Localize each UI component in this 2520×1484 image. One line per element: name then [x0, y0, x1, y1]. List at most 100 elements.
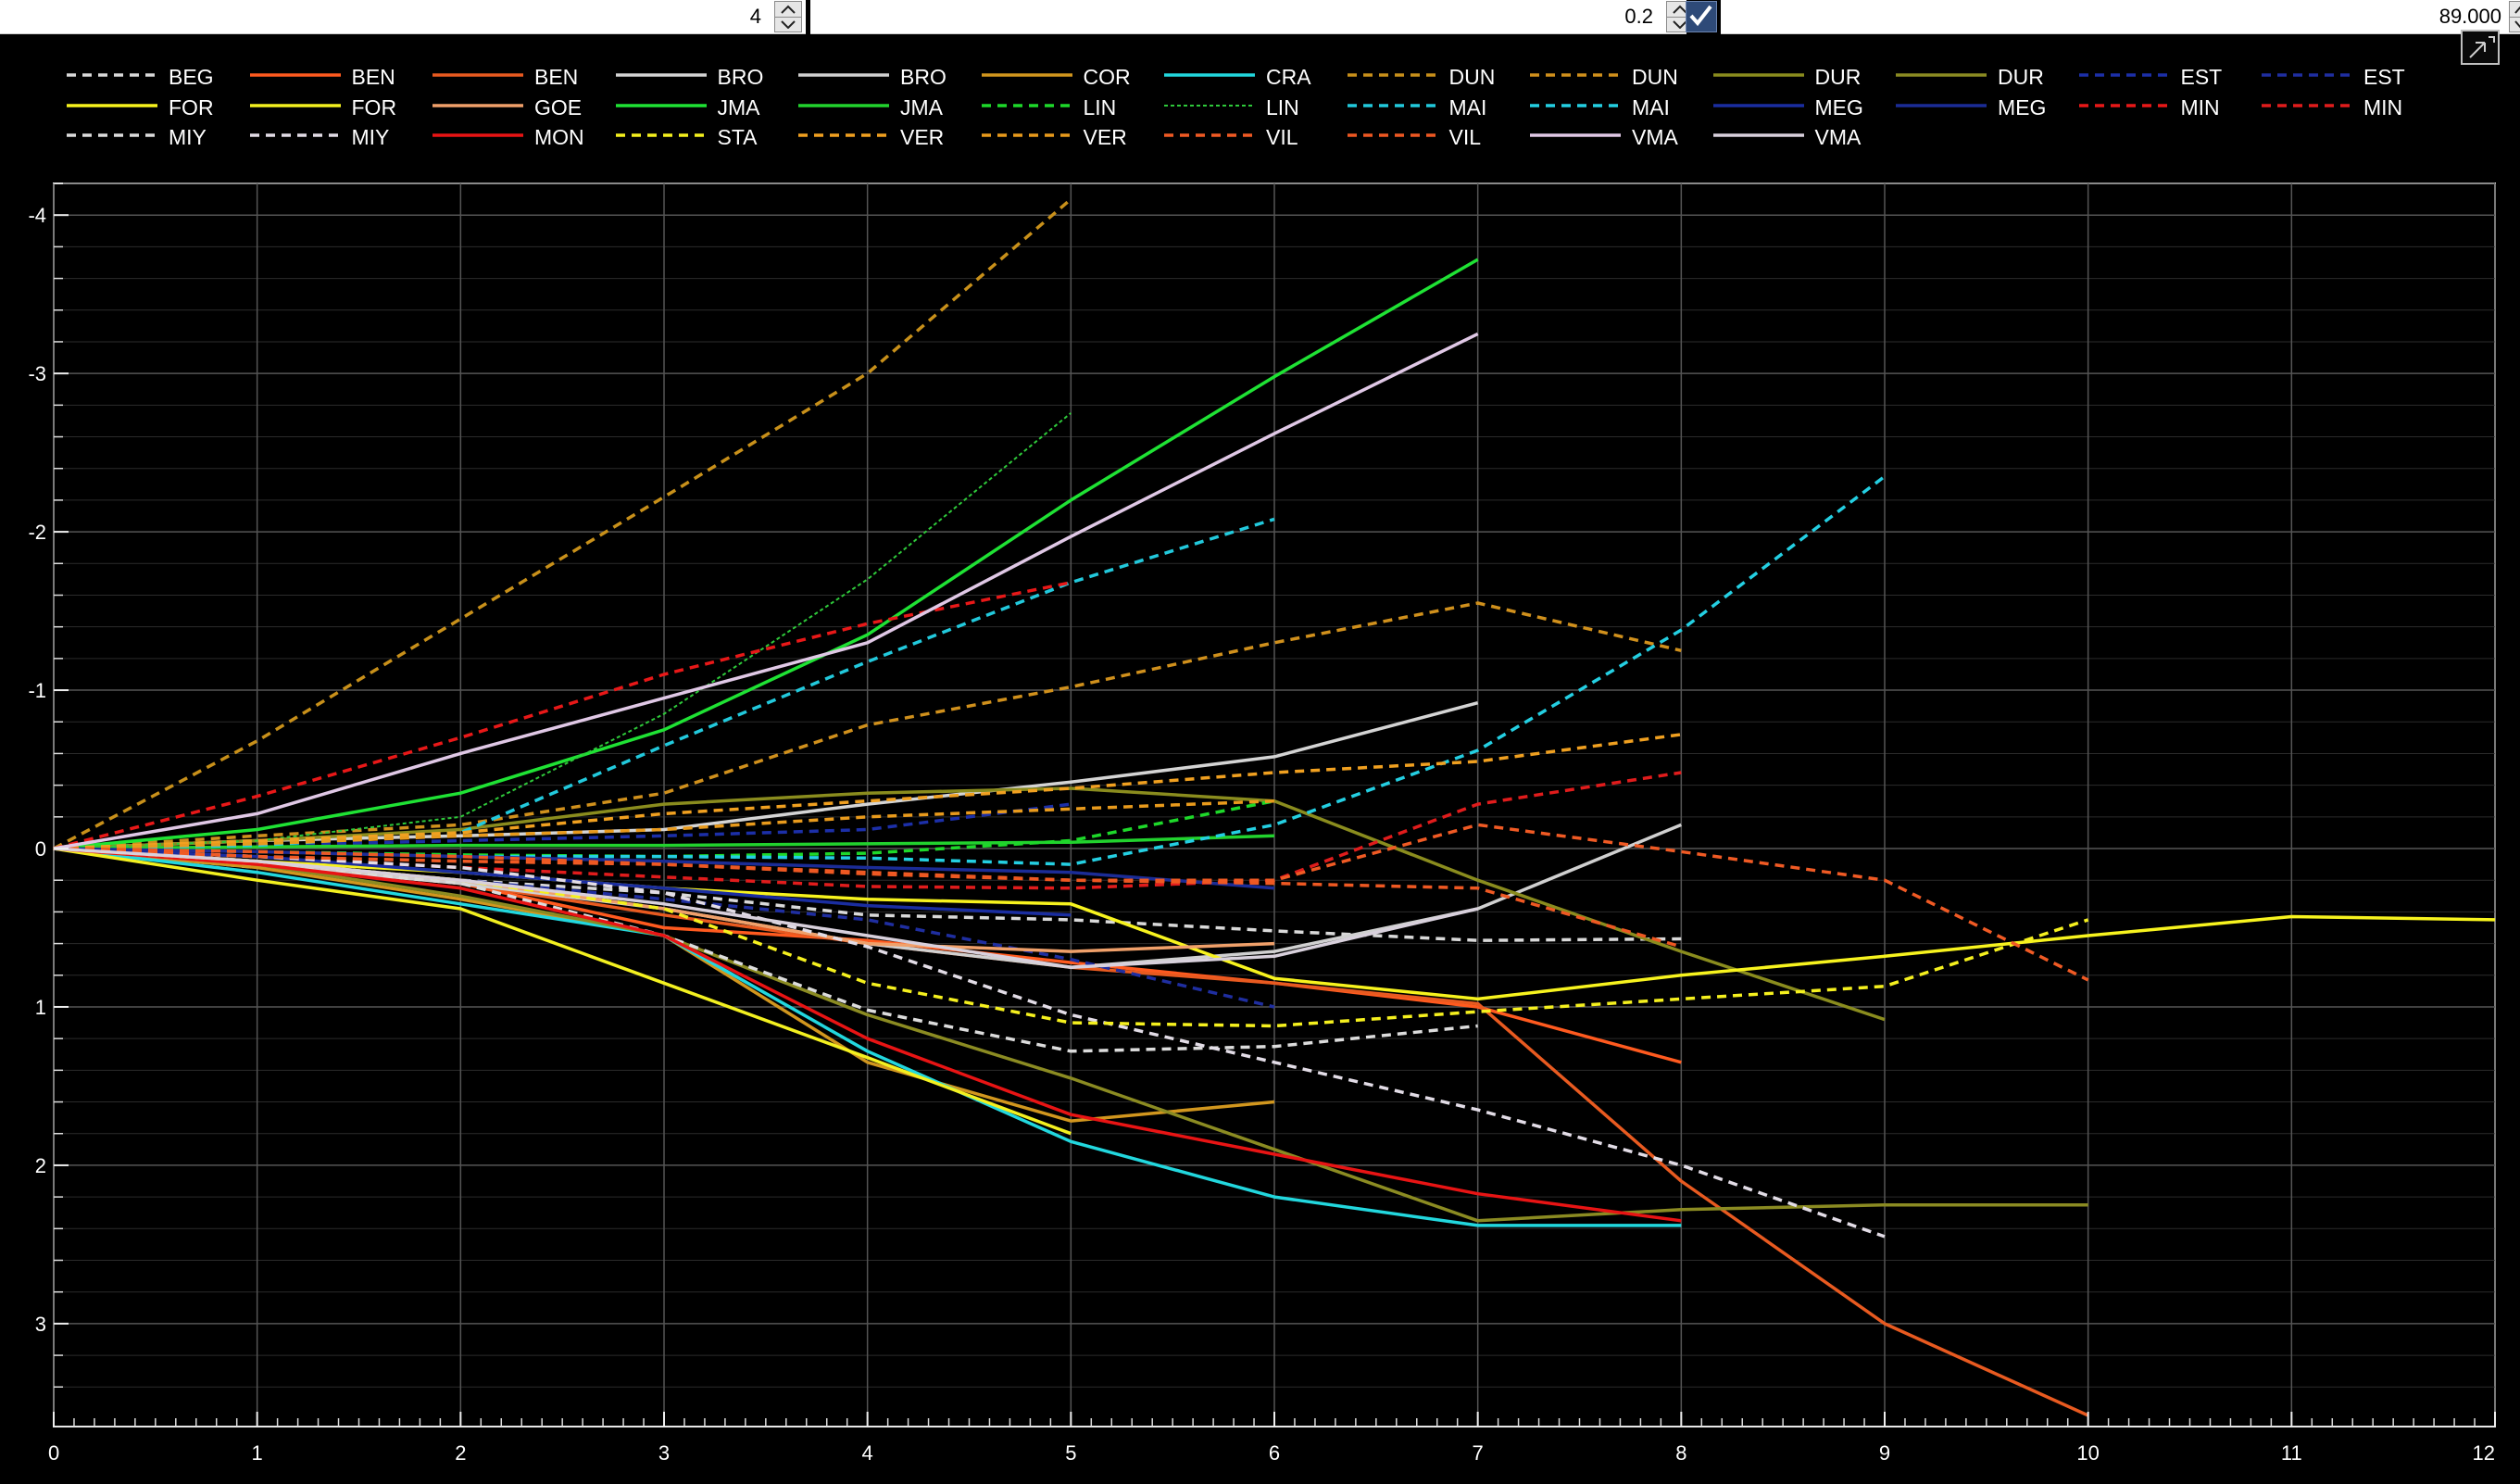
x-tick-label: 12: [2473, 1441, 2495, 1465]
legend-label: VER: [1083, 125, 1127, 149]
legend-item-ver: VER: [981, 121, 1165, 149]
spin-down-button[interactable]: [1667, 17, 1693, 31]
series-line-sta: [53, 847, 2089, 1028]
legend-item-meg: MEG: [1896, 92, 2079, 119]
legend-swatch: [1896, 103, 1987, 107]
spin-up-button[interactable]: [1667, 2, 1693, 18]
legend-label: DUN: [1632, 65, 1678, 89]
legend-swatch: [798, 73, 889, 77]
series-line-dur: [53, 847, 2088, 1223]
legend-label: COR: [1083, 65, 1131, 89]
legend-swatch: [615, 73, 707, 77]
legend-item-cra: CRA: [1164, 61, 1348, 89]
legend-swatch: [615, 103, 707, 107]
series-line-jma: [53, 258, 1479, 850]
legend-item-meg: MEG: [1712, 92, 1897, 119]
legend-label: BEN: [351, 65, 395, 89]
legend-swatch: [1164, 104, 1255, 107]
x-tick-label: 8: [1675, 1441, 1686, 1465]
legend-item-lin: LIN: [1164, 92, 1348, 119]
chevron-up-icon: [2514, 6, 2520, 14]
legend-item-cor: COR: [981, 61, 1165, 89]
legend-item-goe: GOE: [433, 92, 616, 119]
legend-label: VIL: [1448, 125, 1482, 149]
y-tick-label: 0: [35, 837, 46, 861]
x-tick-label: 2: [455, 1441, 466, 1465]
legend-swatch: [249, 103, 341, 107]
spinner-1[interactable]: [774, 1, 802, 32]
x-tick-label: 9: [1879, 1441, 1890, 1465]
series-line-vma: [53, 332, 1479, 850]
legend-label: VMA: [1814, 125, 1862, 149]
legend-label: DUN: [1448, 65, 1496, 89]
legend-label: FOR: [351, 94, 397, 119]
legend-label: STA: [717, 125, 758, 149]
spin-down-button[interactable]: [2510, 17, 2520, 31]
legend-item-min: MIN: [2262, 92, 2445, 119]
legend-label: VER: [900, 125, 945, 149]
legend-label: BRO: [717, 65, 764, 89]
legend-item-dur: DUR: [1896, 61, 2079, 89]
legend-swatch: [1712, 103, 1804, 107]
legend-item-sta: STA: [615, 121, 799, 149]
legend-swatch: [67, 103, 157, 107]
legend-label: FOR: [169, 94, 214, 119]
legend-label: LIN: [1266, 94, 1299, 119]
enable-checkbox[interactable]: [1686, 1, 1717, 32]
spin-up-button[interactable]: [2510, 2, 2520, 18]
legend-label: MAI: [1632, 94, 1670, 119]
legend-swatch: [433, 73, 523, 77]
series-line-ver: [53, 733, 1682, 850]
legend-label: GOE: [534, 94, 583, 119]
numeric-field-1[interactable]: 4: [0, 0, 806, 34]
expand-icon: [2469, 36, 2495, 58]
x-tick-label: 5: [1065, 1441, 1076, 1465]
x-tick-label: 3: [658, 1441, 670, 1465]
legend-label: VIL: [1266, 125, 1298, 149]
x-tick-label: 11: [2281, 1441, 2302, 1465]
legend-item-est: EST: [2262, 61, 2445, 89]
legend-swatch: [249, 73, 341, 77]
legend-label: MEG: [1998, 94, 2047, 119]
legend-label: MIN: [2363, 94, 2403, 119]
top-toolbar: 4 0.2 89.000: [0, 0, 2520, 34]
legend-label: BEG: [169, 65, 214, 89]
legend-swatch: [981, 73, 1072, 77]
numeric-field-2[interactable]: 0.2: [810, 0, 1694, 34]
series-line-vil: [53, 823, 2089, 982]
series-line-dun: [53, 197, 1072, 850]
legend-label: JMA: [900, 94, 943, 119]
legend-item-mai: MAI: [1530, 92, 1713, 119]
legend-label: DUR: [1998, 65, 2044, 89]
legend-item-bro: BRO: [615, 61, 799, 89]
legend-label: MAI: [1448, 94, 1487, 119]
spinner-3[interactable]: [2509, 1, 2520, 32]
legend-label: MIN: [2180, 94, 2220, 119]
legend-item-ben: BEN: [249, 61, 433, 89]
legend-item-mai: MAI: [1347, 92, 1531, 119]
series-line-lin: [53, 412, 1072, 849]
expand-chart-button[interactable]: [2461, 30, 2500, 65]
series-lines: [53, 197, 2496, 1417]
series-line-est: [53, 802, 1072, 850]
x-tick-label: 1: [252, 1441, 263, 1465]
numeric-field-3[interactable]: 89.000: [1721, 0, 2520, 34]
legend-item-min: MIN: [2078, 92, 2263, 119]
legend-item-for: FOR: [249, 92, 433, 119]
spin-up-button[interactable]: [775, 2, 801, 18]
legend-label: BRO: [900, 65, 947, 89]
numeric-field-1-value: 4: [749, 5, 761, 28]
numeric-field-2-value: 0.2: [1624, 5, 1653, 28]
legend-label: BEN: [534, 65, 579, 89]
chevron-up-icon: [781, 5, 796, 14]
legend-label: CRA: [1266, 65, 1311, 89]
legend-item-vil: VIL: [1164, 121, 1348, 149]
legend-swatch: [1164, 73, 1255, 77]
y-tick-label: 2: [35, 1154, 46, 1177]
spin-down-button[interactable]: [775, 17, 801, 31]
legend-swatch: [798, 103, 889, 107]
legend-item-mon: MON: [433, 121, 616, 149]
y-tick-label: -1: [28, 679, 46, 702]
